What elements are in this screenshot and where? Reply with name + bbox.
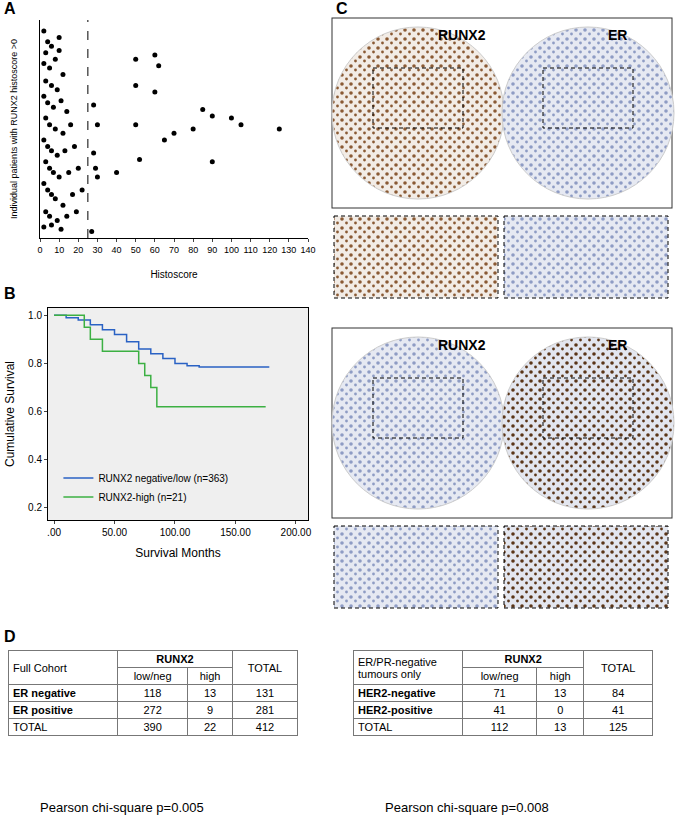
- html-text:Full Cohort: Full Cohort: [13, 661, 67, 674]
- html-text:ER negative: ER negative: [13, 687, 76, 699]
- html-text:13: 13: [554, 721, 567, 733]
- svg-text:150.00: 150.00: [220, 527, 251, 538]
- svg-text:RUNX2-high (n=21): RUNX2-high (n=21): [98, 492, 186, 503]
- svg-text:50.00: 50.00: [102, 527, 127, 538]
- svg-text:100.00: 100.00: [160, 527, 191, 538]
- svg-text:40: 40: [112, 245, 122, 255]
- svg-text:0.8: 0.8: [28, 358, 42, 369]
- svg-text:60: 60: [150, 245, 160, 255]
- html-text:41: 41: [612, 704, 625, 716]
- html-text:RUNX2: RUNX2: [156, 653, 194, 665]
- html-text:112: 112: [490, 721, 509, 733]
- svg-text:10: 10: [54, 245, 64, 255]
- svg-text:110: 110: [243, 245, 257, 255]
- svg-text:ER: ER: [608, 27, 627, 43]
- html-text:9: 9: [207, 704, 214, 716]
- html-text:412: 412: [255, 721, 275, 733]
- html-text:C: C: [336, 0, 348, 17]
- html-text:B: B: [4, 285, 16, 302]
- svg-text:70: 70: [169, 245, 179, 255]
- html-text:13: 13: [554, 687, 567, 699]
- svg-text:Cumulative Survival: Cumulative Survival: [3, 361, 17, 467]
- svg-text:RUNX2: RUNX2: [438, 337, 486, 353]
- html-text:131: 131: [255, 687, 275, 699]
- html-text:high: high: [199, 670, 221, 682]
- html-text:A: A: [4, 0, 16, 17]
- html-text:13: 13: [204, 687, 217, 699]
- html-text:ER/PR-negative tumours only: ER/PR-negative tumours only: [358, 655, 437, 680]
- html-text:22: 22: [204, 721, 217, 733]
- svg-text:20: 20: [73, 245, 83, 255]
- html-text:TOTAL: TOTAL: [13, 721, 48, 733]
- svg-text:0.2: 0.2: [28, 502, 42, 513]
- svg-text:RUNX2: RUNX2: [438, 27, 486, 43]
- svg-text:0.6: 0.6: [28, 406, 42, 417]
- svg-text:0.4: 0.4: [28, 454, 42, 465]
- svg-text:50: 50: [131, 245, 141, 255]
- svg-text:1.0: 1.0: [28, 310, 42, 321]
- html-text:ER positive: ER positive: [13, 704, 73, 716]
- html-text:84: 84: [612, 687, 625, 699]
- html-text:0: 0: [557, 704, 564, 716]
- svg-text:80: 80: [188, 245, 198, 255]
- html-text:281: 281: [255, 704, 275, 716]
- html-text:Pearson chi-square p=0.008: Pearson chi-square p=0.008: [385, 800, 549, 815]
- html-text:272: 272: [143, 704, 162, 716]
- html-text:TOTAL: TOTAL: [247, 661, 283, 674]
- svg-text:ER: ER: [608, 337, 627, 353]
- svg-text:.00: .00: [47, 527, 61, 538]
- html-text:low/neg: low/neg: [133, 670, 172, 682]
- html-text:TOTAL: TOTAL: [358, 721, 393, 733]
- html-text:Pearson chi-square p=0.005: Pearson chi-square p=0.005: [40, 800, 204, 815]
- html-text:HER2-negative: HER2-negative: [358, 687, 436, 699]
- svg-text:200.00: 200.00: [281, 527, 312, 538]
- svg-text:Histoscore: Histoscore: [150, 269, 198, 280]
- svg-text:90: 90: [207, 245, 217, 255]
- html-text:118: 118: [143, 687, 162, 699]
- svg-text:120: 120: [262, 245, 277, 255]
- html-text:71: 71: [493, 687, 506, 699]
- svg-text:Survival Months: Survival Months: [135, 546, 220, 560]
- svg-text:140: 140: [300, 245, 315, 255]
- svg-text:Individual patients with RUNX2: Individual patients with RUNX2 histoscor…: [9, 39, 19, 219]
- html-text:low/neg: low/neg: [480, 670, 519, 682]
- svg-text:RUNX2 negative/low (n=363): RUNX2 negative/low (n=363): [98, 473, 228, 484]
- svg-text:0: 0: [37, 245, 42, 255]
- html-text:TOTAL: TOTAL: [600, 661, 636, 674]
- html-text:high: high: [549, 670, 571, 682]
- svg-text:30: 30: [92, 245, 102, 255]
- svg-text:100: 100: [224, 245, 239, 255]
- html-text:125: 125: [609, 721, 628, 733]
- html-text:390: 390: [143, 721, 162, 733]
- svg-text:130: 130: [281, 245, 296, 255]
- html-text:D: D: [4, 628, 16, 645]
- html-text:HER2-positive: HER2-positive: [358, 704, 433, 716]
- html-text:RUNX2: RUNX2: [504, 653, 542, 665]
- html-text:41: 41: [493, 704, 506, 716]
